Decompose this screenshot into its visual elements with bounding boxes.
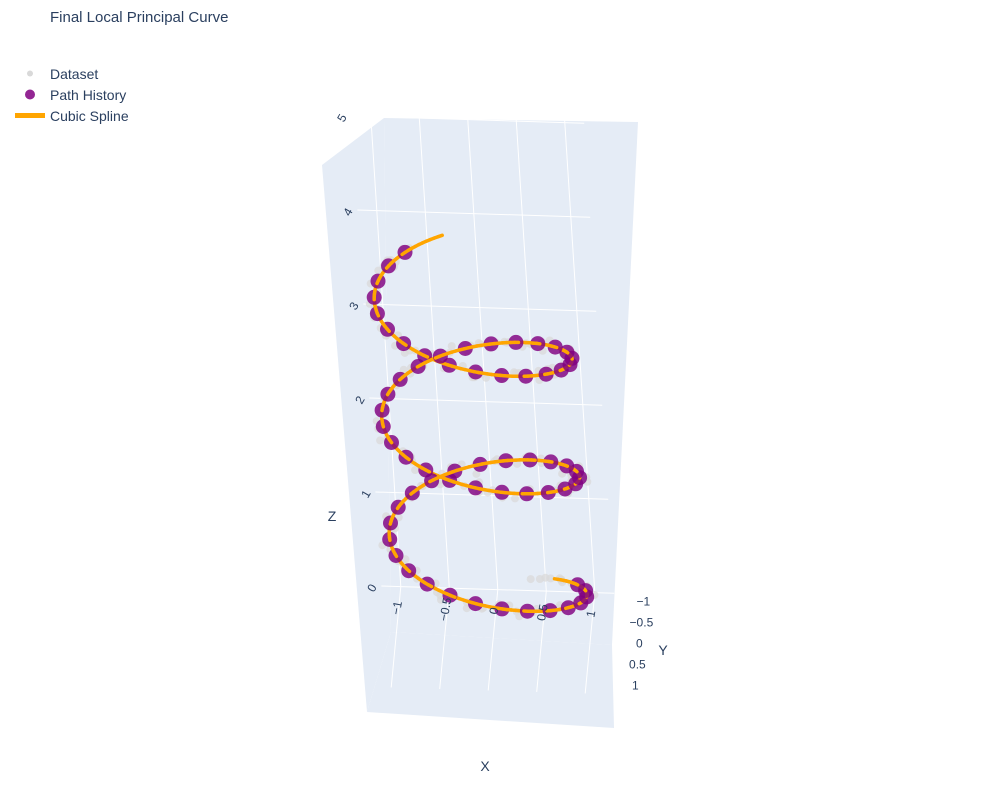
legend-symbol-path-history [25, 89, 35, 100]
x-tick-label: 1 [583, 609, 598, 618]
dataset-point [447, 342, 456, 351]
grid-line-x-floor [439, 588, 450, 689]
grid-line-z [351, 115, 585, 124]
dataset-point [411, 466, 420, 474]
spline-segment [552, 577, 560, 582]
spline-segment [475, 343, 484, 348]
grid-line-x-wall [415, 61, 450, 589]
grid-line-z [363, 303, 597, 312]
dataset-point [399, 365, 408, 374]
legend-symbol-cubic-spline [15, 113, 45, 118]
x-axis-title: X [480, 758, 490, 774]
dataset-point [401, 555, 410, 564]
grid-line-z [381, 585, 615, 594]
y-tick-label: 0 [636, 637, 643, 651]
legend-symbol-dataset [27, 70, 33, 77]
x-tick-label: −1 [389, 600, 405, 616]
z-axis-title: Z [328, 508, 337, 524]
legend-item-cubic-spline[interactable]: Cubic Spline [10, 106, 170, 127]
dataset-point [526, 575, 535, 584]
y-tick-label: 1 [632, 679, 639, 693]
grid-line-z [369, 397, 603, 406]
grid-line-x-floor [584, 592, 596, 694]
z-tick-label: 5 [334, 111, 350, 124]
legend-label-path-history: Path History [50, 87, 127, 103]
x-tick-label: 0 [486, 606, 501, 615]
legend-item-path-history[interactable]: Path History [10, 85, 170, 106]
x-tick-label: 0.5 [534, 603, 551, 622]
dataset-point [510, 368, 518, 377]
dataset-point [376, 436, 385, 445]
dataset-point [513, 459, 522, 468]
legend-label-dataset: Dataset [50, 66, 99, 82]
y-tick-label: −0.5 [630, 616, 654, 630]
grid-line-x-wall [512, 64, 547, 592]
y-tick-label: 0.5 [629, 658, 646, 672]
dataset-point [546, 574, 555, 583]
dataset-point [374, 266, 383, 275]
y-axis-title: Y [658, 642, 668, 658]
grid-line-x-floor [390, 586, 402, 688]
y-tick-label: −1 [637, 595, 651, 609]
grid-line-x-wall [463, 63, 499, 590]
spline-segment [436, 233, 444, 239]
scene-back-wall [384, 118, 638, 645]
chart-title: Final Local Principal Curve [50, 9, 229, 26]
curve-layer [366, 233, 595, 619]
legend-item-dataset[interactable]: Dataset [10, 64, 170, 85]
legend-label-cubic-spline: Cubic Spline [50, 108, 129, 124]
dataset-point [472, 469, 481, 478]
x-tick-label: −0.5 [436, 596, 454, 622]
scene-floor [367, 632, 614, 728]
spline-segment [484, 460, 493, 465]
dataset-point [511, 494, 519, 503]
legend[interactable]: Dataset Path History Cubic Spline [10, 64, 170, 127]
scene-left-wall [322, 118, 391, 712]
grid-line-x-wall [560, 66, 596, 593]
grid-line-z [357, 209, 591, 218]
